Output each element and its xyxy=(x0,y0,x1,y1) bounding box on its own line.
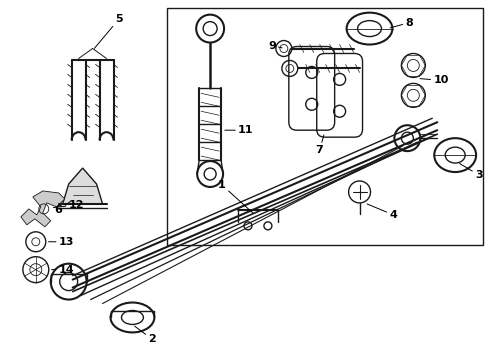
Text: 8: 8 xyxy=(389,18,412,28)
Text: 5: 5 xyxy=(94,14,123,48)
Text: 7: 7 xyxy=(315,135,323,155)
Text: 1: 1 xyxy=(218,180,252,213)
Text: 4: 4 xyxy=(366,204,397,220)
Polygon shape xyxy=(21,191,64,227)
Text: 9: 9 xyxy=(267,41,282,50)
Text: 6: 6 xyxy=(55,202,70,215)
Text: 10: 10 xyxy=(419,75,447,85)
Text: 14: 14 xyxy=(51,265,74,275)
Text: 13: 13 xyxy=(48,237,74,247)
Text: 12: 12 xyxy=(53,200,84,210)
Text: 11: 11 xyxy=(224,125,253,135)
Text: 3: 3 xyxy=(459,163,482,180)
Bar xyxy=(166,8,482,244)
Polygon shape xyxy=(62,168,102,204)
Text: 2: 2 xyxy=(134,326,156,345)
